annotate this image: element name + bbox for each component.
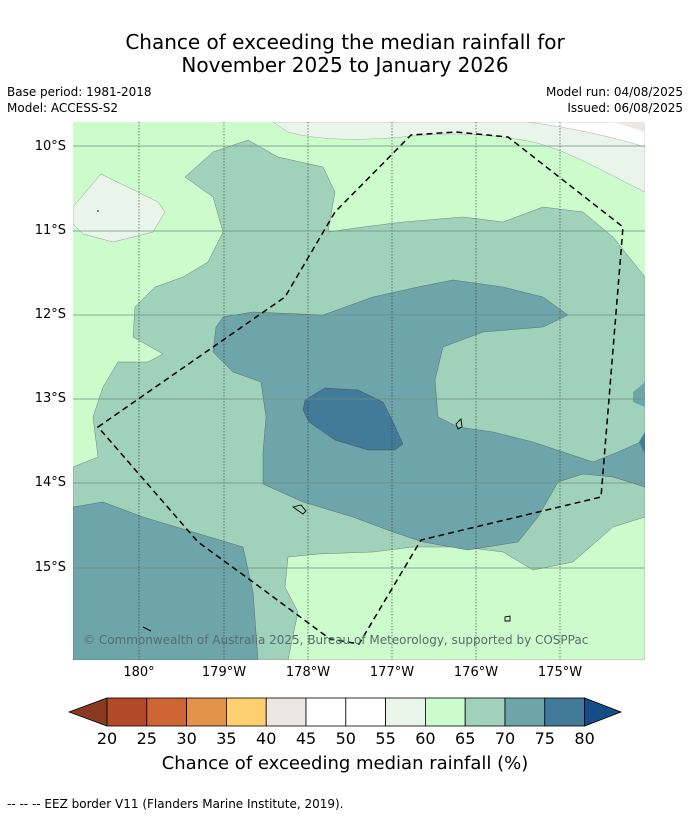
copyright-text: © Commonwealth of Australia 2025, Bureau… — [83, 633, 589, 647]
island — [291, 504, 307, 515]
region-75-80-edge — [639, 432, 645, 454]
lat-label: 10°S — [34, 139, 66, 154]
colorbar-cell — [265, 697, 307, 727]
model-run: Model run: 04/08/2025 — [545, 85, 683, 99]
colorbar-label: Chance of exceeding median rainfall (%) — [161, 753, 529, 774]
map-title: Chance of exceeding the median rainfall … — [0, 31, 690, 77]
colorbar-tick-label: 55 — [375, 729, 396, 748]
colorbar-tick-label: 50 — [335, 729, 356, 748]
island — [142, 626, 152, 632]
colorbar-tick-label: 60 — [415, 729, 436, 748]
colorbar-cell — [385, 697, 426, 727]
lon-label: 177°W — [369, 665, 415, 680]
eez-border — [96, 131, 624, 645]
colorbar-cell — [225, 697, 267, 727]
colorbar-tick-label: 70 — [494, 729, 516, 748]
colorbar-cell — [186, 697, 227, 727]
region-60-65-lower — [284, 516, 645, 660]
colorbar — [68, 697, 623, 727]
lon-label: 176°W — [453, 665, 499, 680]
colorbar-tick-label: 45 — [295, 729, 317, 748]
lon-label: 179°W — [201, 665, 247, 680]
colorbar-cell — [464, 697, 506, 727]
island — [504, 615, 511, 622]
lat-label: 14°S — [34, 475, 66, 490]
lon-label: 178°W — [285, 665, 331, 680]
colorbar-cell — [504, 697, 546, 727]
colorbar-tick-label: 20 — [96, 729, 118, 748]
lon-label: 180° — [123, 665, 155, 680]
region-50-55-top — [527, 122, 645, 148]
gridlines — [138, 122, 561, 660]
colorbar-extend-low — [68, 697, 108, 727]
lat-label: 15°S — [34, 560, 66, 575]
colorbar-tick-label: 65 — [455, 729, 476, 748]
colorbar-cell — [424, 697, 466, 727]
region-70-75-right — [633, 382, 645, 407]
footnote: -- -- -- EEZ border V11 (Flanders Marine… — [7, 797, 344, 811]
lat-gridlines — [73, 145, 645, 569]
colorbar-tick-label: 30 — [176, 729, 197, 748]
colorbar-cell — [305, 697, 347, 727]
meta-right: Model run: 04/08/2025 Issued: 06/08/2025 — [546, 84, 683, 116]
island — [455, 418, 463, 430]
colorbar-tick-label: 25 — [136, 729, 157, 748]
lon-label: 175°W — [537, 665, 583, 680]
model-name: Model: ACCESS-S2 — [7, 101, 119, 115]
rainfall-map — [73, 122, 645, 660]
title-line-2: November 2025 to January 2026 — [181, 53, 509, 77]
island — [97, 210, 99, 212]
base-period: Base period: 1981-2018 — [7, 85, 152, 99]
colorbar-cell — [146, 697, 188, 727]
region-70-75-center — [212, 279, 645, 551]
colorbar-extend-high — [584, 697, 623, 727]
issued-date: Issued: 06/08/2025 — [567, 101, 683, 115]
colorbar-tick-label: 75 — [534, 729, 555, 748]
colorbar-cell — [544, 697, 585, 727]
colorbar-tick-label: 35 — [216, 729, 237, 748]
meta-left: Base period: 1981-2018 Model: ACCESS-S2 — [7, 84, 152, 116]
region-45-50-top — [613, 122, 645, 132]
lat-label: 11°S — [34, 223, 66, 238]
lat-label: 13°S — [34, 391, 66, 406]
region-70-75-bottomleft — [73, 501, 259, 660]
title-line-1: Chance of exceeding the median rainfall … — [125, 30, 565, 54]
colorbar-cell — [106, 697, 148, 727]
colorbar-tick-label: 40 — [256, 729, 277, 748]
colorbar-cell — [345, 697, 386, 727]
lat-label: 12°S — [34, 307, 66, 322]
region-55-60-left — [73, 173, 166, 243]
colorbar-tick-label: 80 — [574, 729, 595, 748]
